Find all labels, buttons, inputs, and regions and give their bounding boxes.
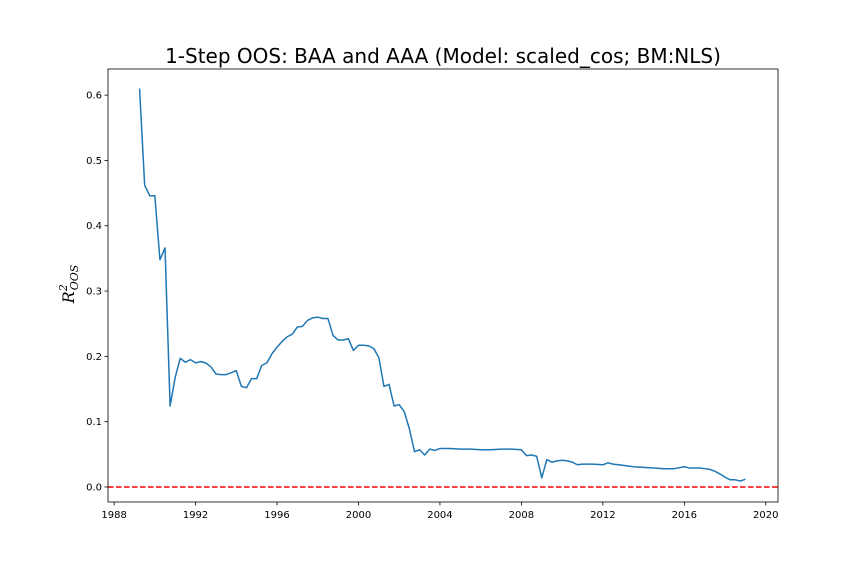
y-axis-label-base: R — [59, 291, 78, 304]
x-tick-label: 1988 — [101, 510, 126, 521]
x-tick-label: 1992 — [183, 510, 208, 521]
axes: 1988 1992 1996 2000 2004 2008 2012 2016 2020 0.0 0… — [86, 68, 779, 521]
x-tick-label: 2016 — [672, 510, 697, 521]
y-tick-label: 0.6 — [86, 91, 102, 102]
x-tick-label: 2008 — [509, 510, 534, 521]
plot-area — [108, 88, 778, 488]
y-tick-label: 0.2 — [86, 352, 102, 363]
x-tick-label: 1996 — [264, 510, 289, 521]
x-tick-label: 2020 — [753, 510, 778, 521]
y-tick-label: 0.4 — [86, 221, 102, 232]
svg-text:R2OOS: R2OOS — [57, 264, 81, 304]
y-axis-label-sub: OOS — [68, 264, 81, 290]
y-tick-label: 0.3 — [86, 287, 102, 298]
x-tick-label: 2012 — [590, 510, 615, 521]
y-axis-label-sup: 2 — [57, 284, 70, 292]
plot-frame — [107, 68, 779, 503]
y-axis-label: R2OOS — [57, 264, 81, 304]
x-tick-label: 2004 — [427, 510, 452, 521]
series-line-0 — [138, 88, 746, 482]
x-tick-label: 2000 — [346, 510, 371, 521]
y-tick-label: 0.1 — [86, 417, 102, 428]
chart-title: 1-Step OOS: BAA and AAA (Model: scaled_c… — [165, 44, 721, 68]
y-tick-label: 0.0 — [86, 482, 102, 493]
y-tick-label: 0.5 — [86, 156, 102, 167]
